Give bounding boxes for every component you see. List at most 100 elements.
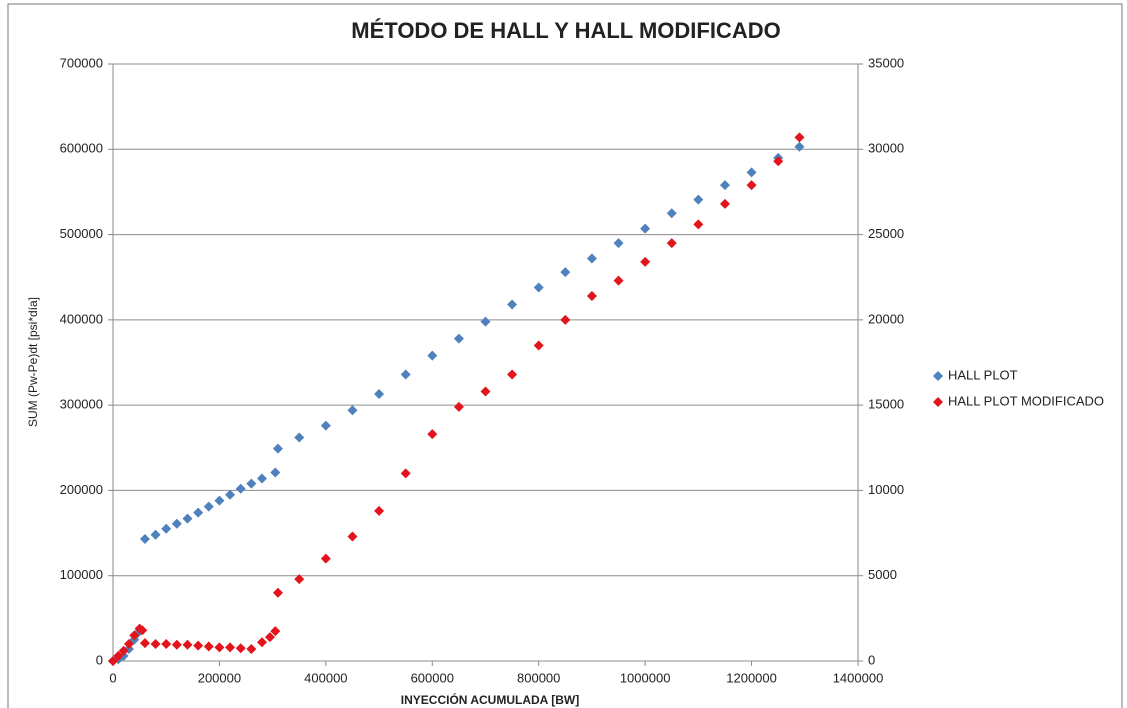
point — [225, 642, 236, 653]
point — [113, 650, 124, 661]
x-tick-label: 200000 — [198, 670, 241, 685]
y2-tick-label: 5000 — [868, 567, 897, 582]
point — [400, 468, 411, 479]
point — [246, 478, 257, 489]
point — [640, 223, 651, 234]
y2-tick-label: 20000 — [868, 311, 904, 326]
point — [693, 194, 704, 205]
legend-marker — [933, 397, 943, 407]
point — [480, 316, 491, 327]
y2-tick-label: 10000 — [868, 482, 904, 497]
y-tick-label: 0 — [96, 652, 103, 667]
point — [719, 180, 730, 191]
y2-tick-label: 25000 — [868, 226, 904, 241]
point — [257, 473, 267, 484]
point — [586, 253, 597, 264]
y-tick-label: 500000 — [60, 226, 103, 241]
y-tick-label: 100000 — [60, 567, 103, 582]
point — [586, 290, 597, 301]
y-tick-label: 600000 — [60, 141, 103, 156]
point — [666, 238, 677, 249]
point — [666, 208, 677, 219]
x-tick-label: 0 — [109, 670, 116, 685]
y-tick-label: 200000 — [60, 482, 103, 497]
point — [320, 553, 331, 564]
x-tick-label: 1000000 — [620, 670, 671, 685]
point — [347, 405, 358, 416]
point — [507, 369, 518, 380]
point — [214, 642, 225, 653]
y-tick-label: 400000 — [60, 311, 103, 326]
point — [533, 340, 544, 351]
point — [139, 534, 150, 545]
point — [427, 350, 438, 361]
point — [272, 443, 283, 454]
point — [507, 299, 518, 310]
point — [613, 275, 624, 286]
point — [203, 641, 214, 652]
point — [264, 632, 275, 643]
point — [294, 432, 305, 443]
y2-tick-label: 35000 — [868, 55, 904, 70]
point — [746, 167, 757, 178]
x-tick-label: 800000 — [517, 670, 560, 685]
point — [400, 369, 411, 380]
point — [171, 518, 182, 529]
point — [235, 483, 246, 494]
point — [270, 626, 281, 637]
point — [182, 513, 193, 524]
point — [246, 644, 257, 655]
y2-tick-label: 30000 — [868, 141, 904, 156]
chart-title: MÉTODO DE HALL Y HALL MODIFICADO — [351, 18, 780, 43]
point — [794, 132, 805, 143]
point — [453, 401, 464, 412]
legend-marker — [933, 371, 943, 381]
point — [257, 637, 267, 648]
point — [225, 489, 236, 500]
point — [150, 529, 161, 540]
point — [453, 333, 464, 344]
point — [108, 656, 118, 666]
point — [533, 282, 544, 293]
point — [374, 505, 385, 516]
point — [203, 501, 214, 512]
point — [129, 630, 140, 641]
point — [427, 429, 438, 440]
point — [560, 267, 571, 278]
x-tick-label: 1200000 — [726, 670, 777, 685]
point — [137, 625, 148, 636]
point — [294, 574, 305, 585]
point — [719, 198, 730, 209]
chart-frame — [7, 3, 1123, 708]
point — [193, 507, 204, 518]
point — [374, 389, 385, 400]
point — [139, 638, 150, 649]
x-tick-label: 1400000 — [833, 670, 884, 685]
point — [773, 156, 784, 167]
point — [640, 256, 651, 267]
point — [272, 587, 283, 598]
point — [118, 650, 129, 661]
point — [613, 238, 624, 249]
point — [161, 523, 172, 534]
point — [171, 639, 182, 650]
point — [193, 640, 204, 651]
point — [794, 141, 805, 152]
point — [150, 638, 161, 649]
point — [270, 467, 281, 478]
point — [746, 180, 757, 191]
point — [480, 386, 491, 397]
point — [320, 420, 331, 431]
x-tick-label: 400000 — [304, 670, 347, 685]
point — [123, 638, 134, 649]
point — [214, 495, 225, 506]
point — [182, 639, 193, 650]
legend-label: HALL PLOT MODIFICADO — [948, 393, 1104, 408]
legend-label: HALL PLOT — [948, 367, 1018, 382]
point — [118, 645, 129, 656]
y-tick-label: 300000 — [60, 397, 103, 412]
y2-tick-label: 0 — [868, 652, 875, 667]
y-tick-label: 700000 — [60, 55, 103, 70]
point — [693, 219, 704, 230]
